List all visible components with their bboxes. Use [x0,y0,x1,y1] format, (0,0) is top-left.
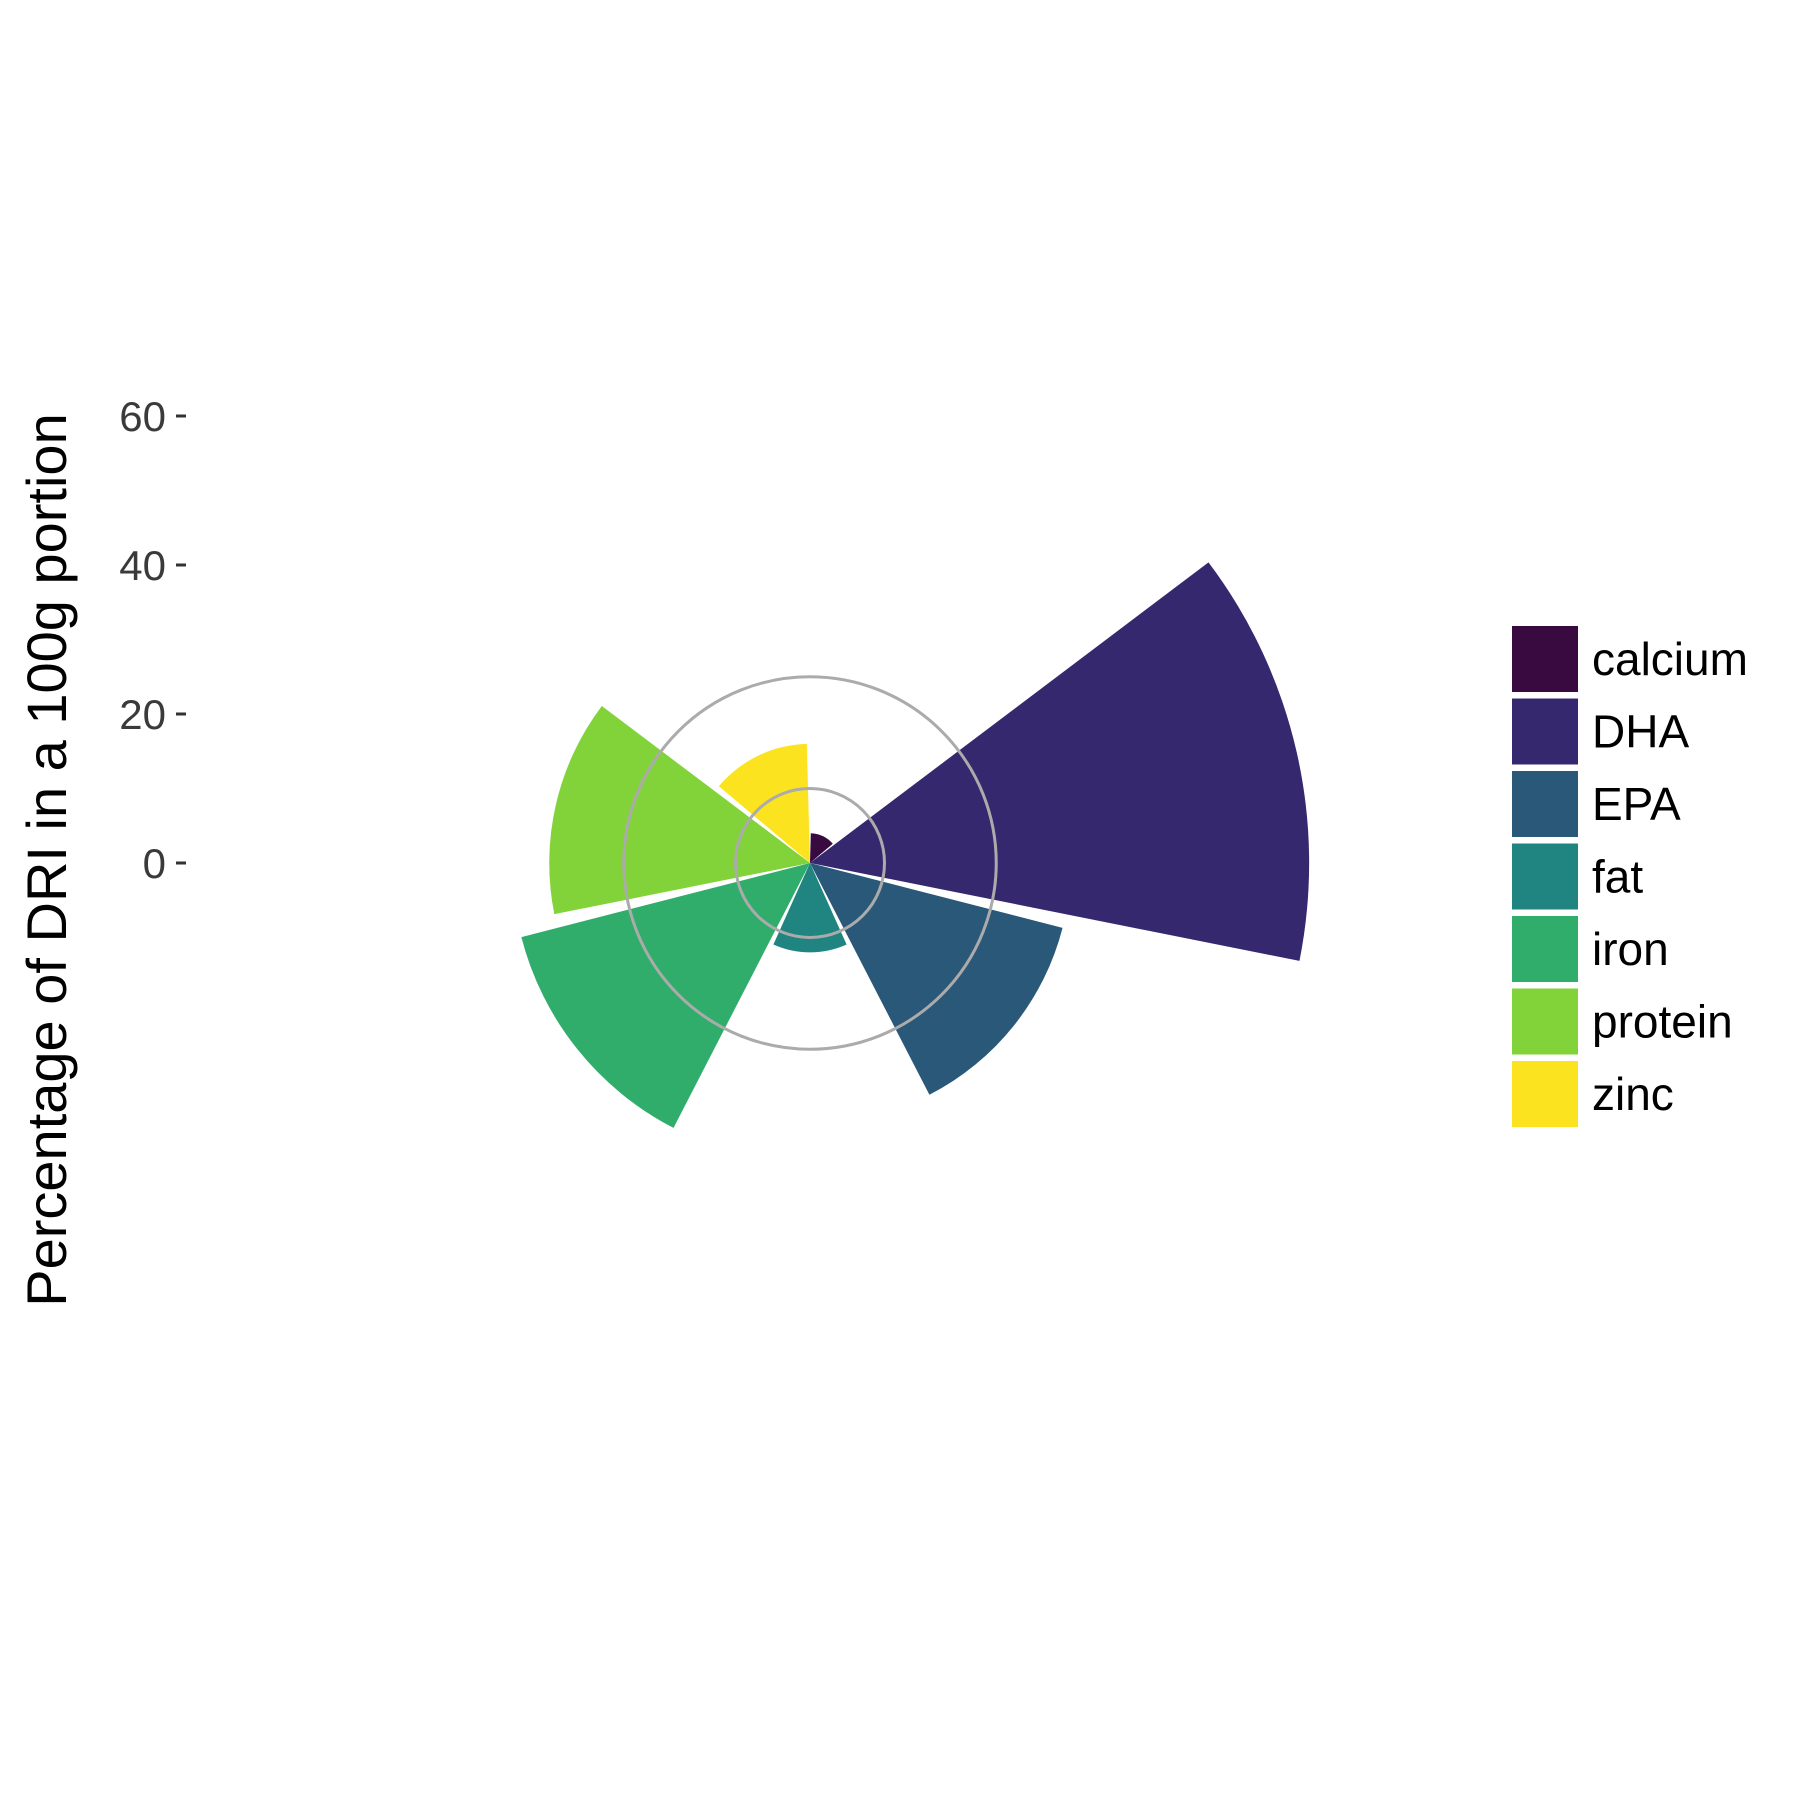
legend-label-EPA: EPA [1592,778,1681,830]
legend-swatch-zinc [1512,1061,1578,1127]
y-tick-label: 60 [119,393,166,440]
bar-fat [773,863,847,953]
y-axis: 60 40 20 0 [119,393,186,887]
legend-label-fat: fat [1592,851,1643,903]
bar-DHA [810,562,1310,961]
reference-rings [622,675,998,1051]
legend-swatch-iron [1512,916,1578,982]
reference-ring-2 [622,675,998,1051]
legend-label-zinc: zinc [1592,1068,1674,1120]
legend-swatch-DHA [1512,698,1578,765]
y-tick-label: 40 [119,542,166,589]
legend-label-iron: iron [1592,923,1669,975]
bar-protein [549,705,810,915]
bar-iron [521,863,810,1128]
bar-calcium [810,833,833,863]
legend-label-DHA: DHA [1592,706,1689,758]
y-tick-label: 0 [143,840,166,887]
reference-ring-1 [734,787,886,939]
bar-EPA [810,863,1063,1095]
legend-swatch-calcium [1512,626,1578,692]
legend-swatch-EPA [1512,771,1578,837]
legend-swatch-protein [1512,988,1578,1055]
polar-bars [521,562,1310,1128]
legend-label-protein: protein [1592,996,1733,1048]
y-axis-title: Percentage of DRI in a 100g portion [15,413,78,1306]
legend-swatch-fat [1512,843,1578,910]
legend: calcium DHA EPA fat iron protein zinc [1512,626,1748,1127]
legend-label-calcium: calcium [1592,633,1748,685]
y-tick-label: 20 [119,691,166,738]
